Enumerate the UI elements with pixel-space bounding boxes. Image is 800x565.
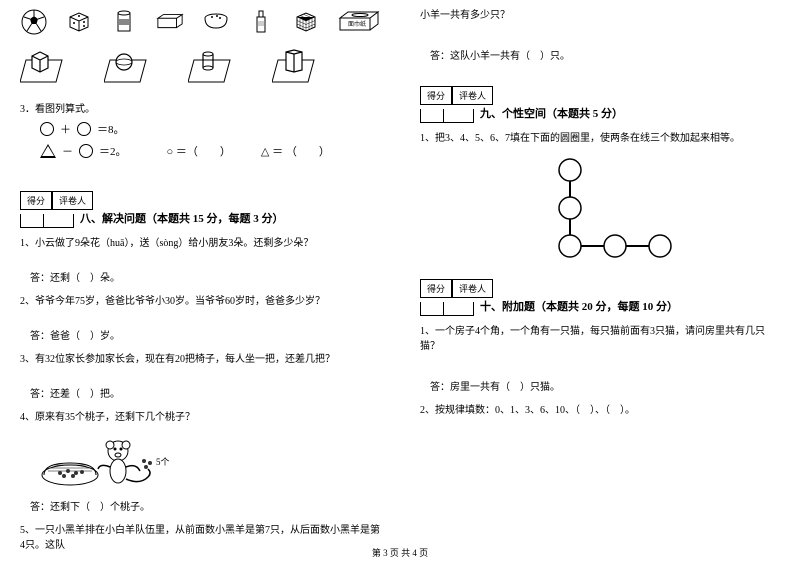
minus-text: － bbox=[62, 143, 73, 159]
q9-1: 1、把3、4、5、6、7填在下面的圆圈里，使两条在线三个数加起来相等。 bbox=[420, 131, 780, 146]
reviewer-label: 评卷人 bbox=[52, 191, 93, 210]
trace-shapes-row bbox=[20, 48, 380, 86]
left-column: 面巾纸 3．看图列算式。 ＋ ＝8。 － ＝2。 ○ ＝（ ） △ bbox=[0, 0, 400, 565]
score-box-10: 得分 评卷人 bbox=[420, 279, 780, 298]
icon-row: 面巾纸 bbox=[20, 8, 380, 36]
q8-1: 1、小云做了9朵花（huā），送（sòng）给小朋友3朵。还剩多少朵？ bbox=[20, 236, 380, 251]
q8-5-continuation: 小羊一共有多少只？ bbox=[420, 8, 780, 23]
equation-1: ＋ ＝8。 bbox=[40, 121, 380, 137]
circle-shape-icon bbox=[40, 122, 54, 136]
q10-2: 2、按规律填数：0、1、3、6、10、（ ）、（ ）。 bbox=[420, 403, 780, 418]
can-icon bbox=[111, 8, 138, 36]
right-column: 小羊一共有多少只？ 答：这队小羊一共有（ ）只。 得分 评卷人 九、个性空间（本… bbox=[400, 0, 800, 565]
page-footer: 第 3 页 共 4 页 bbox=[0, 546, 800, 559]
tissue-box-icon: 面巾纸 bbox=[338, 8, 380, 36]
reviewer-label: 评卷人 bbox=[452, 279, 493, 298]
trace-cylinder-icon bbox=[188, 48, 236, 86]
rubiks-cube-icon bbox=[293, 8, 320, 36]
q8-4: 4、原来有35个桃子，还剩下几个桃子？ bbox=[20, 410, 380, 425]
svg-text:面巾纸: 面巾纸 bbox=[348, 20, 366, 28]
score-label: 得分 bbox=[420, 279, 452, 298]
section-10-title: 十、附加题（本题共 20 分，每题 10 分） bbox=[480, 298, 780, 314]
section-9-title: 九、个性空间（本题共 5 分） bbox=[480, 105, 780, 121]
eq1-text: ＝8。 bbox=[97, 121, 125, 137]
q8-3: 3、有32位家长参加家长会，现在有20把椅子，每人坐一把，还差几把？ bbox=[20, 352, 380, 367]
bowl-icon bbox=[202, 8, 229, 36]
q8-1-answer: 答：还剩（ ）朵。 bbox=[30, 269, 380, 284]
q8-3-answer: 答：还差（ ）把。 bbox=[30, 385, 380, 400]
eq2-text: ＝2。 bbox=[99, 143, 127, 159]
equation-2: － ＝2。 bbox=[40, 143, 127, 159]
box-icon bbox=[156, 8, 184, 36]
eq3-triangle: △ ＝ （ ） bbox=[261, 143, 330, 159]
monkey-illustration: 5个 bbox=[40, 433, 380, 490]
score-box-8: 得分 评卷人 bbox=[20, 191, 380, 210]
dice-icon bbox=[65, 8, 92, 36]
q8-2-answer: 答：爸爸（ ）岁。 bbox=[30, 327, 380, 342]
q8-2: 2、爷爷今年75岁，爸爸比爷爷小30岁。当爷爷60岁时，爸爸多少岁？ bbox=[20, 294, 380, 309]
q8-5-answer: 答：这队小羊一共有（ ）只。 bbox=[430, 47, 780, 62]
bottle-icon bbox=[247, 8, 274, 36]
circle-shape-icon bbox=[77, 122, 91, 136]
monkey-count-label: 5个 bbox=[156, 457, 170, 467]
soccer-ball-icon bbox=[20, 8, 47, 36]
q10-1: 1、一个房子4个角，一个角有一只猫，每只猫前面有3只猫，请问房里共有几只猫？ bbox=[420, 324, 780, 354]
triangle-shape-icon bbox=[40, 144, 56, 158]
trace-cube-icon bbox=[20, 48, 68, 86]
score-label: 得分 bbox=[420, 86, 452, 105]
circle-diagram bbox=[520, 156, 680, 269]
reviewer-label: 评卷人 bbox=[452, 86, 493, 105]
circle-shape-icon bbox=[79, 144, 93, 158]
q8-4-answer: 答：还剩下（ ）个桃子。 bbox=[30, 498, 380, 513]
plus-text: ＋ bbox=[60, 121, 71, 137]
score-box-9: 得分 评卷人 bbox=[420, 86, 780, 105]
q10-1-answer: 答：房里一共有（ ）只猫。 bbox=[430, 378, 780, 393]
score-label: 得分 bbox=[20, 191, 52, 210]
eq3-circle: ○ ＝（ ） bbox=[167, 143, 231, 159]
trace-cuboid-icon bbox=[272, 48, 320, 86]
trace-sphere-icon bbox=[104, 48, 152, 86]
section-8-title: 八、解决问题（本题共 15 分，每题 3 分） bbox=[80, 210, 380, 226]
q3-label: 3．看图列算式。 bbox=[20, 100, 380, 115]
